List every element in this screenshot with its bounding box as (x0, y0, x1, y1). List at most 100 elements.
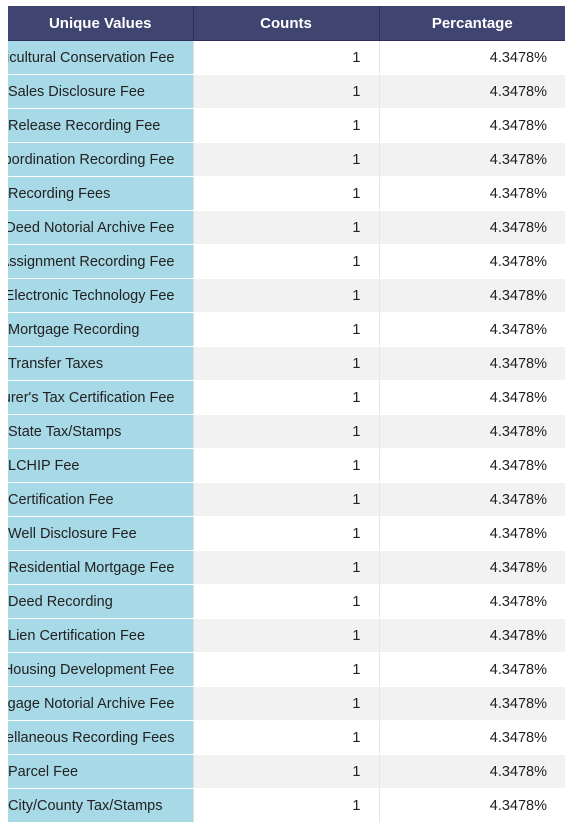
unique-value-cell: Parcel Fee (8, 754, 194, 789)
unique-value-cell: Housing Development Fee (8, 652, 194, 687)
unique-value-cell: Assignment Recording Fee (8, 244, 194, 279)
table-row[interactable]: Parcel Fee 1 4.3478% (8, 754, 565, 789)
table-row[interactable]: Deed Notorial Archive Fee 1 4.3478% (8, 210, 565, 245)
percentage-cell: 4.3478% (379, 176, 565, 211)
count-cell: 1 (193, 516, 380, 551)
percentage-cell: 4.3478% (379, 40, 565, 75)
table-row[interactable]: ortgage Notorial Archive Fee 1 4.3478% (8, 686, 565, 721)
table-row[interactable]: Assignment Recording Fee 1 4.3478% (8, 244, 565, 279)
table-row[interactable]: Housing Development Fee 1 4.3478% (8, 652, 565, 687)
unique-value-text: LCHIP Fee (8, 457, 80, 474)
percentage-cell: 4.3478% (379, 754, 565, 789)
count-cell: 1 (193, 720, 380, 755)
percentage-cell: 4.3478% (379, 312, 565, 347)
unique-value-cell: A Residential Mortgage Fee (8, 550, 194, 585)
table-row[interactable]: Deed Recording 1 4.3478% (8, 584, 565, 619)
count-cell: 1 (193, 108, 380, 143)
unique-value-text: e Electronic Technology Fee (8, 287, 175, 304)
unique-value-text: Housing Development Fee (8, 661, 175, 678)
count-cell: 1 (193, 210, 380, 245)
table-row[interactable]: e Electronic Technology Fee 1 4.3478% (8, 278, 565, 313)
count-cell: 1 (193, 278, 380, 313)
percentage-cell: 4.3478% (379, 142, 565, 177)
percentage-cell: 4.3478% (379, 720, 565, 755)
unique-value-text: Transfer Taxes (8, 355, 104, 372)
count-cell: 1 (193, 788, 380, 822)
count-cell: 1 (193, 448, 380, 483)
table-row[interactable]: Well Disclosure Fee 1 4.3478% (8, 516, 565, 551)
count-cell: 1 (193, 244, 380, 279)
unique-value-cell: Sales Disclosure Fee (8, 74, 194, 109)
table-row[interactable]: Transfer Taxes 1 4.3478% (8, 346, 565, 381)
count-cell: 1 (193, 346, 380, 381)
unique-value-cell: surer's Tax Certification Fee (8, 380, 194, 415)
percentage-cell: 4.3478% (379, 516, 565, 551)
unique-value-cell: State Tax/Stamps (8, 414, 194, 449)
percentage-cell: 4.3478% (379, 788, 565, 822)
table-row[interactable]: Certification Fee 1 4.3478% (8, 482, 565, 517)
table-row[interactable]: surer's Tax Certification Fee 1 4.3478% (8, 380, 565, 415)
percentage-cell: 4.3478% (379, 550, 565, 585)
table-row[interactable]: Recording Fees 1 4.3478% (8, 176, 565, 211)
unique-value-cell: ortgage Notorial Archive Fee (8, 686, 194, 721)
percentage-cell: 4.3478% (379, 108, 565, 143)
table-row[interactable]: LCHIP Fee 1 4.3478% (8, 448, 565, 483)
table-row[interactable]: A Residential Mortgage Fee 1 4.3478% (8, 550, 565, 585)
unique-value-text: Agricultural Conservation Fee (8, 49, 175, 66)
percentage-cell: 4.3478% (379, 210, 565, 245)
unique-value-text: Sales Disclosure Fee (8, 83, 145, 100)
percentage-cell: 4.3478% (379, 482, 565, 517)
percentage-cell: 4.3478% (379, 74, 565, 109)
table-row[interactable]: State Tax/Stamps 1 4.3478% (8, 414, 565, 449)
unique-value-cell: Deed Recording (8, 584, 194, 619)
header-unique-values[interactable]: Unique Values (8, 6, 194, 41)
table-row[interactable]: Release Recording Fee 1 4.3478% (8, 108, 565, 143)
table-body: Agricultural Conservation Fee14.3478%Sal… (8, 40, 565, 822)
count-cell: 1 (193, 482, 380, 517)
header-percentage[interactable]: Percantage (379, 6, 565, 41)
unique-value-text: scellaneous Recording Fees (8, 729, 175, 746)
percentage-cell: 4.3478% (379, 380, 565, 415)
table-header: Unique Values Counts Percantage (8, 6, 565, 41)
unique-value-cell: Transfer Taxes (8, 346, 194, 381)
table-row[interactable]: Agricultural Conservation Fee 14.3478% (8, 40, 565, 75)
percentage-cell: 4.3478% (379, 414, 565, 449)
unique-value-cell: City/County Tax/Stamps (8, 788, 194, 822)
count-cell: 1 (193, 176, 380, 211)
table-row[interactable]: Subordination Recording Fee 14.3478% (8, 142, 565, 177)
unique-value-text: Parcel Fee (8, 763, 79, 780)
table-row[interactable]: Lien Certification Fee 1 4.3478% (8, 618, 565, 653)
count-cell: 1 (193, 652, 380, 687)
unique-values-table: Unique Values Counts Percantage Agricult… (8, 6, 565, 822)
header-row: Unique Values Counts Percantage (8, 6, 565, 41)
unique-value-cell: Deed Notorial Archive Fee (8, 210, 194, 245)
unique-value-cell: Release Recording Fee (8, 108, 194, 143)
unique-value-cell: Mortgage Recording (8, 312, 194, 347)
table-row[interactable]: Mortgage Recording 1 4.3478% (8, 312, 565, 347)
percentage-cell: 4.3478% (379, 244, 565, 279)
count-cell: 1 (193, 618, 380, 653)
count-cell: 1 (193, 584, 380, 619)
unique-value-cell: Well Disclosure Fee (8, 516, 194, 551)
unique-value-cell: Agricultural Conservation Fee (8, 40, 194, 75)
unique-value-text: Mortgage Recording (8, 321, 140, 338)
unique-value-text: State Tax/Stamps (8, 423, 122, 440)
unique-value-text: Well Disclosure Fee (8, 525, 137, 542)
count-cell: 1 (193, 380, 380, 415)
unique-value-cell: scellaneous Recording Fees (8, 720, 194, 755)
unique-value-text: Lien Certification Fee (8, 627, 146, 644)
percentage-cell: 4.3478% (379, 584, 565, 619)
unique-value-text: A Residential Mortgage Fee (8, 559, 175, 576)
percentage-cell: 4.3478% (379, 448, 565, 483)
unique-value-cell: Recording Fees (8, 176, 194, 211)
table-row[interactable]: scellaneous Recording Fees 1 4.3478% (8, 720, 565, 755)
table-row[interactable]: City/County Tax/Stamps 1 4.3478% (8, 788, 565, 822)
count-cell: 1 (193, 142, 380, 177)
table-row[interactable]: Sales Disclosure Fee 1 4.3478% (8, 74, 565, 109)
count-cell: 1 (193, 550, 380, 585)
header-counts[interactable]: Counts (193, 6, 380, 41)
unique-value-cell: Lien Certification Fee (8, 618, 194, 653)
unique-values-table-container: Unique Values Counts Percantage Agricult… (8, 6, 565, 822)
percentage-cell: 4.3478% (379, 652, 565, 687)
count-cell: 1 (193, 40, 380, 75)
